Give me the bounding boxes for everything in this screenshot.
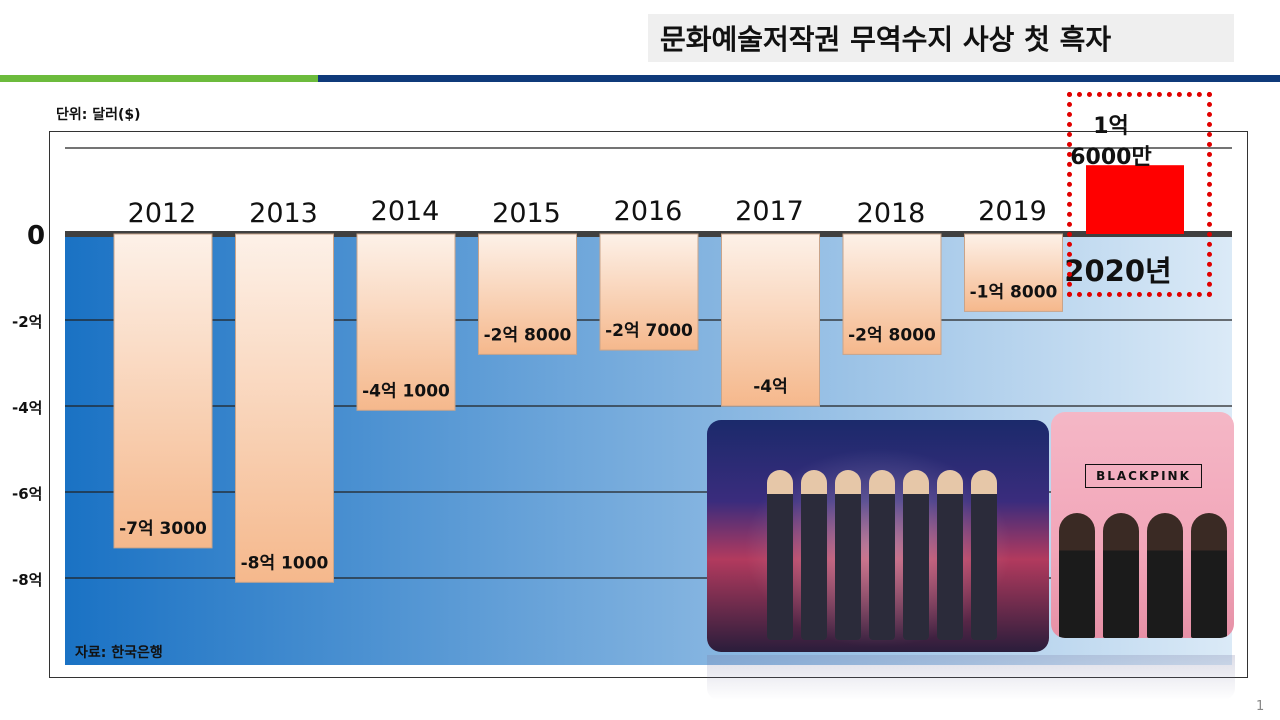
- category-label: 2013: [249, 198, 318, 229]
- title-underline-navy: [318, 75, 1280, 82]
- blackpink-member: [1191, 513, 1227, 638]
- bar-2015: [478, 233, 577, 355]
- bts-member: [971, 470, 997, 640]
- blackpink-members: [1059, 507, 1227, 638]
- category-label-highlight: 2020년: [1064, 254, 1171, 288]
- blackpink-logo: BLACKPINK: [1085, 464, 1202, 488]
- category-label: 2017: [735, 196, 804, 227]
- category-label: 2019: [978, 196, 1047, 227]
- page-number: 1: [1256, 699, 1265, 714]
- bts-group-photo: [707, 420, 1049, 652]
- page-title: 문화예술저작권 무역수지 사상 첫 흑자: [648, 14, 1234, 62]
- value-label: 1억: [1093, 114, 1129, 139]
- unit-label: 단위: 달러($): [56, 107, 141, 123]
- bar-2017: [721, 233, 820, 407]
- category-label: 2018: [857, 198, 926, 229]
- y-tick-label: -8억: [12, 571, 42, 589]
- bar-2013: [235, 233, 334, 583]
- bar-2012: [113, 233, 213, 549]
- y-tick-label: -4억: [12, 399, 42, 417]
- blackpink-member: [1147, 513, 1183, 638]
- value-label: -2억 7000: [605, 321, 693, 341]
- value-label: 6000만: [1070, 145, 1151, 170]
- source-label: 자료: 한국은행: [75, 645, 163, 661]
- bar-2018: [842, 233, 942, 355]
- bts-member: [767, 470, 793, 640]
- bar-2019: [964, 233, 1063, 312]
- bts-member: [869, 470, 895, 640]
- category-label: 2016: [614, 196, 683, 227]
- title-underline-green: [0, 75, 318, 82]
- bts-member: [835, 470, 861, 640]
- value-label: -2억 8000: [484, 325, 572, 345]
- bts-members: [767, 460, 997, 640]
- blackpink-group-photo: BLACKPINK: [1051, 412, 1234, 638]
- category-label: 2012: [128, 198, 197, 229]
- bts-member: [937, 470, 963, 640]
- value-label: -2억 8000: [848, 325, 936, 345]
- blackpink-member: [1103, 513, 1139, 638]
- photo-reflection: [707, 655, 1235, 700]
- value-label: -8억 1000: [241, 553, 329, 573]
- value-label: -4억: [753, 377, 788, 397]
- bts-member: [903, 470, 929, 640]
- y-tick-label: -2억: [12, 313, 42, 331]
- value-label: -7억 3000: [119, 519, 207, 539]
- bar-2016: [599, 233, 699, 351]
- blackpink-member: [1059, 513, 1095, 638]
- bts-member: [801, 470, 827, 640]
- category-label: 2015: [492, 198, 561, 229]
- y-tick-label: -6억: [12, 485, 42, 503]
- value-label: -4억 1000: [362, 381, 450, 401]
- bar-2020년: [1086, 165, 1184, 234]
- value-label: -1억 8000: [970, 282, 1058, 302]
- bar-2014: [356, 233, 456, 411]
- category-label: 2014: [371, 196, 440, 227]
- highlight-2020-box: [1067, 92, 1212, 297]
- y-tick-label: 0: [27, 221, 45, 251]
